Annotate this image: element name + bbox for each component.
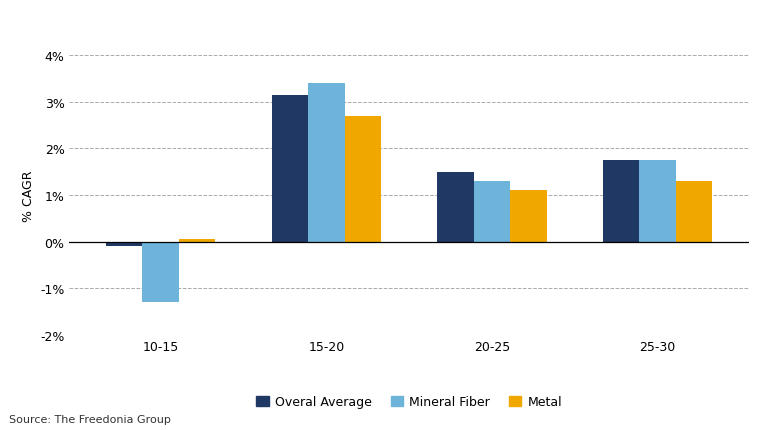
- Text: Figure 3-5 | Global Ceiling Tile Pricing Growth, 2010 – 2030 (% CAGR): Figure 3-5 | Global Ceiling Tile Pricing…: [9, 14, 527, 27]
- Bar: [344, 117, 381, 242]
- Bar: [639, 161, 676, 242]
- Bar: [676, 181, 713, 242]
- Bar: [179, 240, 215, 242]
- Text: Freedonia: Freedonia: [607, 64, 685, 78]
- Bar: [106, 242, 142, 247]
- Bar: [272, 95, 308, 242]
- Y-axis label: % CAGR: % CAGR: [22, 170, 35, 221]
- Text: Source: The Freedonia Group: Source: The Freedonia Group: [9, 415, 171, 424]
- Bar: [474, 181, 510, 242]
- Bar: [510, 191, 547, 242]
- Bar: [437, 172, 474, 242]
- Bar: [308, 84, 344, 242]
- Legend: Overal Average, Mineral Fiber, Metal: Overal Average, Mineral Fiber, Metal: [251, 390, 567, 414]
- FancyBboxPatch shape: [690, 77, 716, 92]
- Bar: [603, 161, 639, 242]
- Bar: [142, 242, 179, 303]
- Text: ™: ™: [706, 58, 713, 64]
